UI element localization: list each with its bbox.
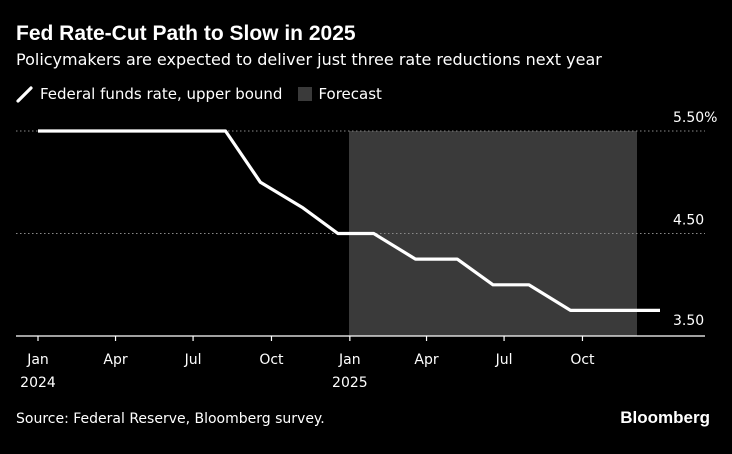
x-tick-label-3: Oct (259, 352, 284, 368)
series-line-0 (38, 129, 660, 312)
x-tick-label-4: Jan (338, 352, 361, 368)
x-tick-year-0: 2024 (20, 375, 56, 391)
legend-forecast-label: Forecast (318, 85, 382, 103)
legend-line-swatch (16, 86, 33, 103)
x-tick-label-7: Oct (570, 352, 595, 368)
y-tick-label-1: 4.50 (673, 213, 704, 229)
x-tick-label-1: Apr (103, 352, 127, 368)
chart-subtitle: Policymakers are expected to deliver jus… (16, 50, 602, 69)
y-tick-label-0: 5.50% (673, 110, 717, 126)
y-tick-label-2: 3.50 (673, 313, 704, 329)
brand-logo-text: Bloomberg (620, 408, 710, 427)
legend-series-label: Federal funds rate, upper bound (40, 85, 283, 103)
chart-title: Fed Rate-Cut Path to Slow in 2025 (16, 22, 356, 45)
chart-legend: Federal funds rate, upper bound Forecast (16, 84, 382, 104)
legend-forecast-swatch (298, 87, 313, 101)
source-note: Source: Federal Reserve, Bloomberg surve… (16, 411, 325, 427)
x-tick-year-4: 2025 (332, 375, 368, 391)
x-tick-label-5: Apr (414, 352, 438, 368)
x-tick-label-2: Jul (184, 352, 202, 368)
x-tick-label-0: Jan (26, 352, 49, 368)
x-tick-label-6: Jul (495, 352, 513, 368)
